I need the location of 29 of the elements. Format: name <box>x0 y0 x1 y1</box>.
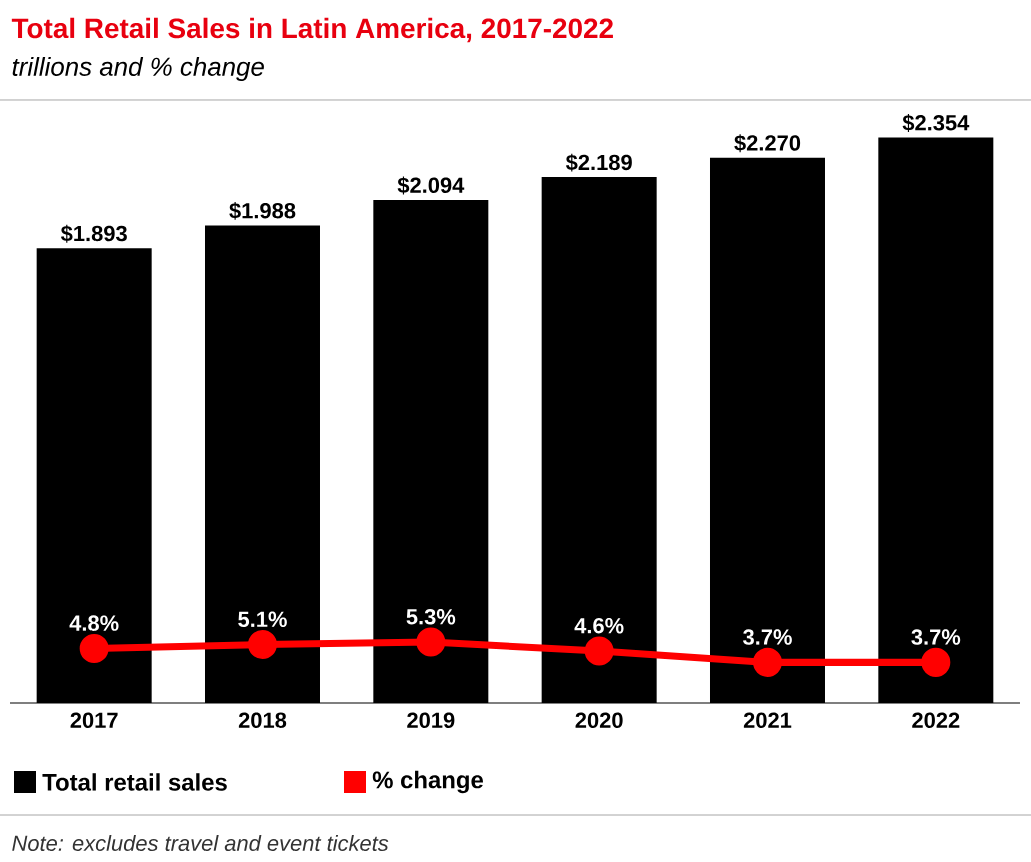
point <box>921 647 951 677</box>
chart-subtitle: trillions and % change <box>12 56 264 82</box>
data-label: $1.988 <box>229 201 296 220</box>
data-label: 4.8% <box>69 615 119 631</box>
data-label: $2.094 <box>397 176 465 195</box>
data-label: 5.1% <box>238 611 287 628</box>
legend-label: % change <box>372 770 483 794</box>
x-tick-label: 2020 <box>575 712 623 729</box>
point <box>79 633 109 663</box>
data-label: $2.354 <box>902 114 970 132</box>
point <box>416 627 446 657</box>
data-label: 4.6% <box>574 617 624 634</box>
data-label: 3.7% <box>911 629 961 645</box>
data-label: $2.270 <box>734 134 801 153</box>
legend-label: Total retail sales <box>42 773 227 791</box>
data-label: 5.3% <box>406 608 456 625</box>
x-tick-label: 2017 <box>70 712 118 729</box>
point <box>248 630 277 660</box>
data-label: $2.189 <box>565 153 632 172</box>
x-tick-label: 2019 <box>407 712 455 729</box>
chart-title: Total Retail Sales in Latin America, 2017-2022 <box>11 17 613 43</box>
data-label: $1.893 <box>60 224 127 243</box>
data-label: 3.7% <box>743 629 792 645</box>
x-tick-label: 2022 <box>912 712 960 729</box>
text: Note: excludes travel and event tickets <box>12 834 389 852</box>
point <box>752 647 782 677</box>
x-tick-label: 2021 <box>743 712 792 729</box>
point <box>584 636 614 666</box>
x-tick-label: 2018 <box>238 712 287 729</box>
